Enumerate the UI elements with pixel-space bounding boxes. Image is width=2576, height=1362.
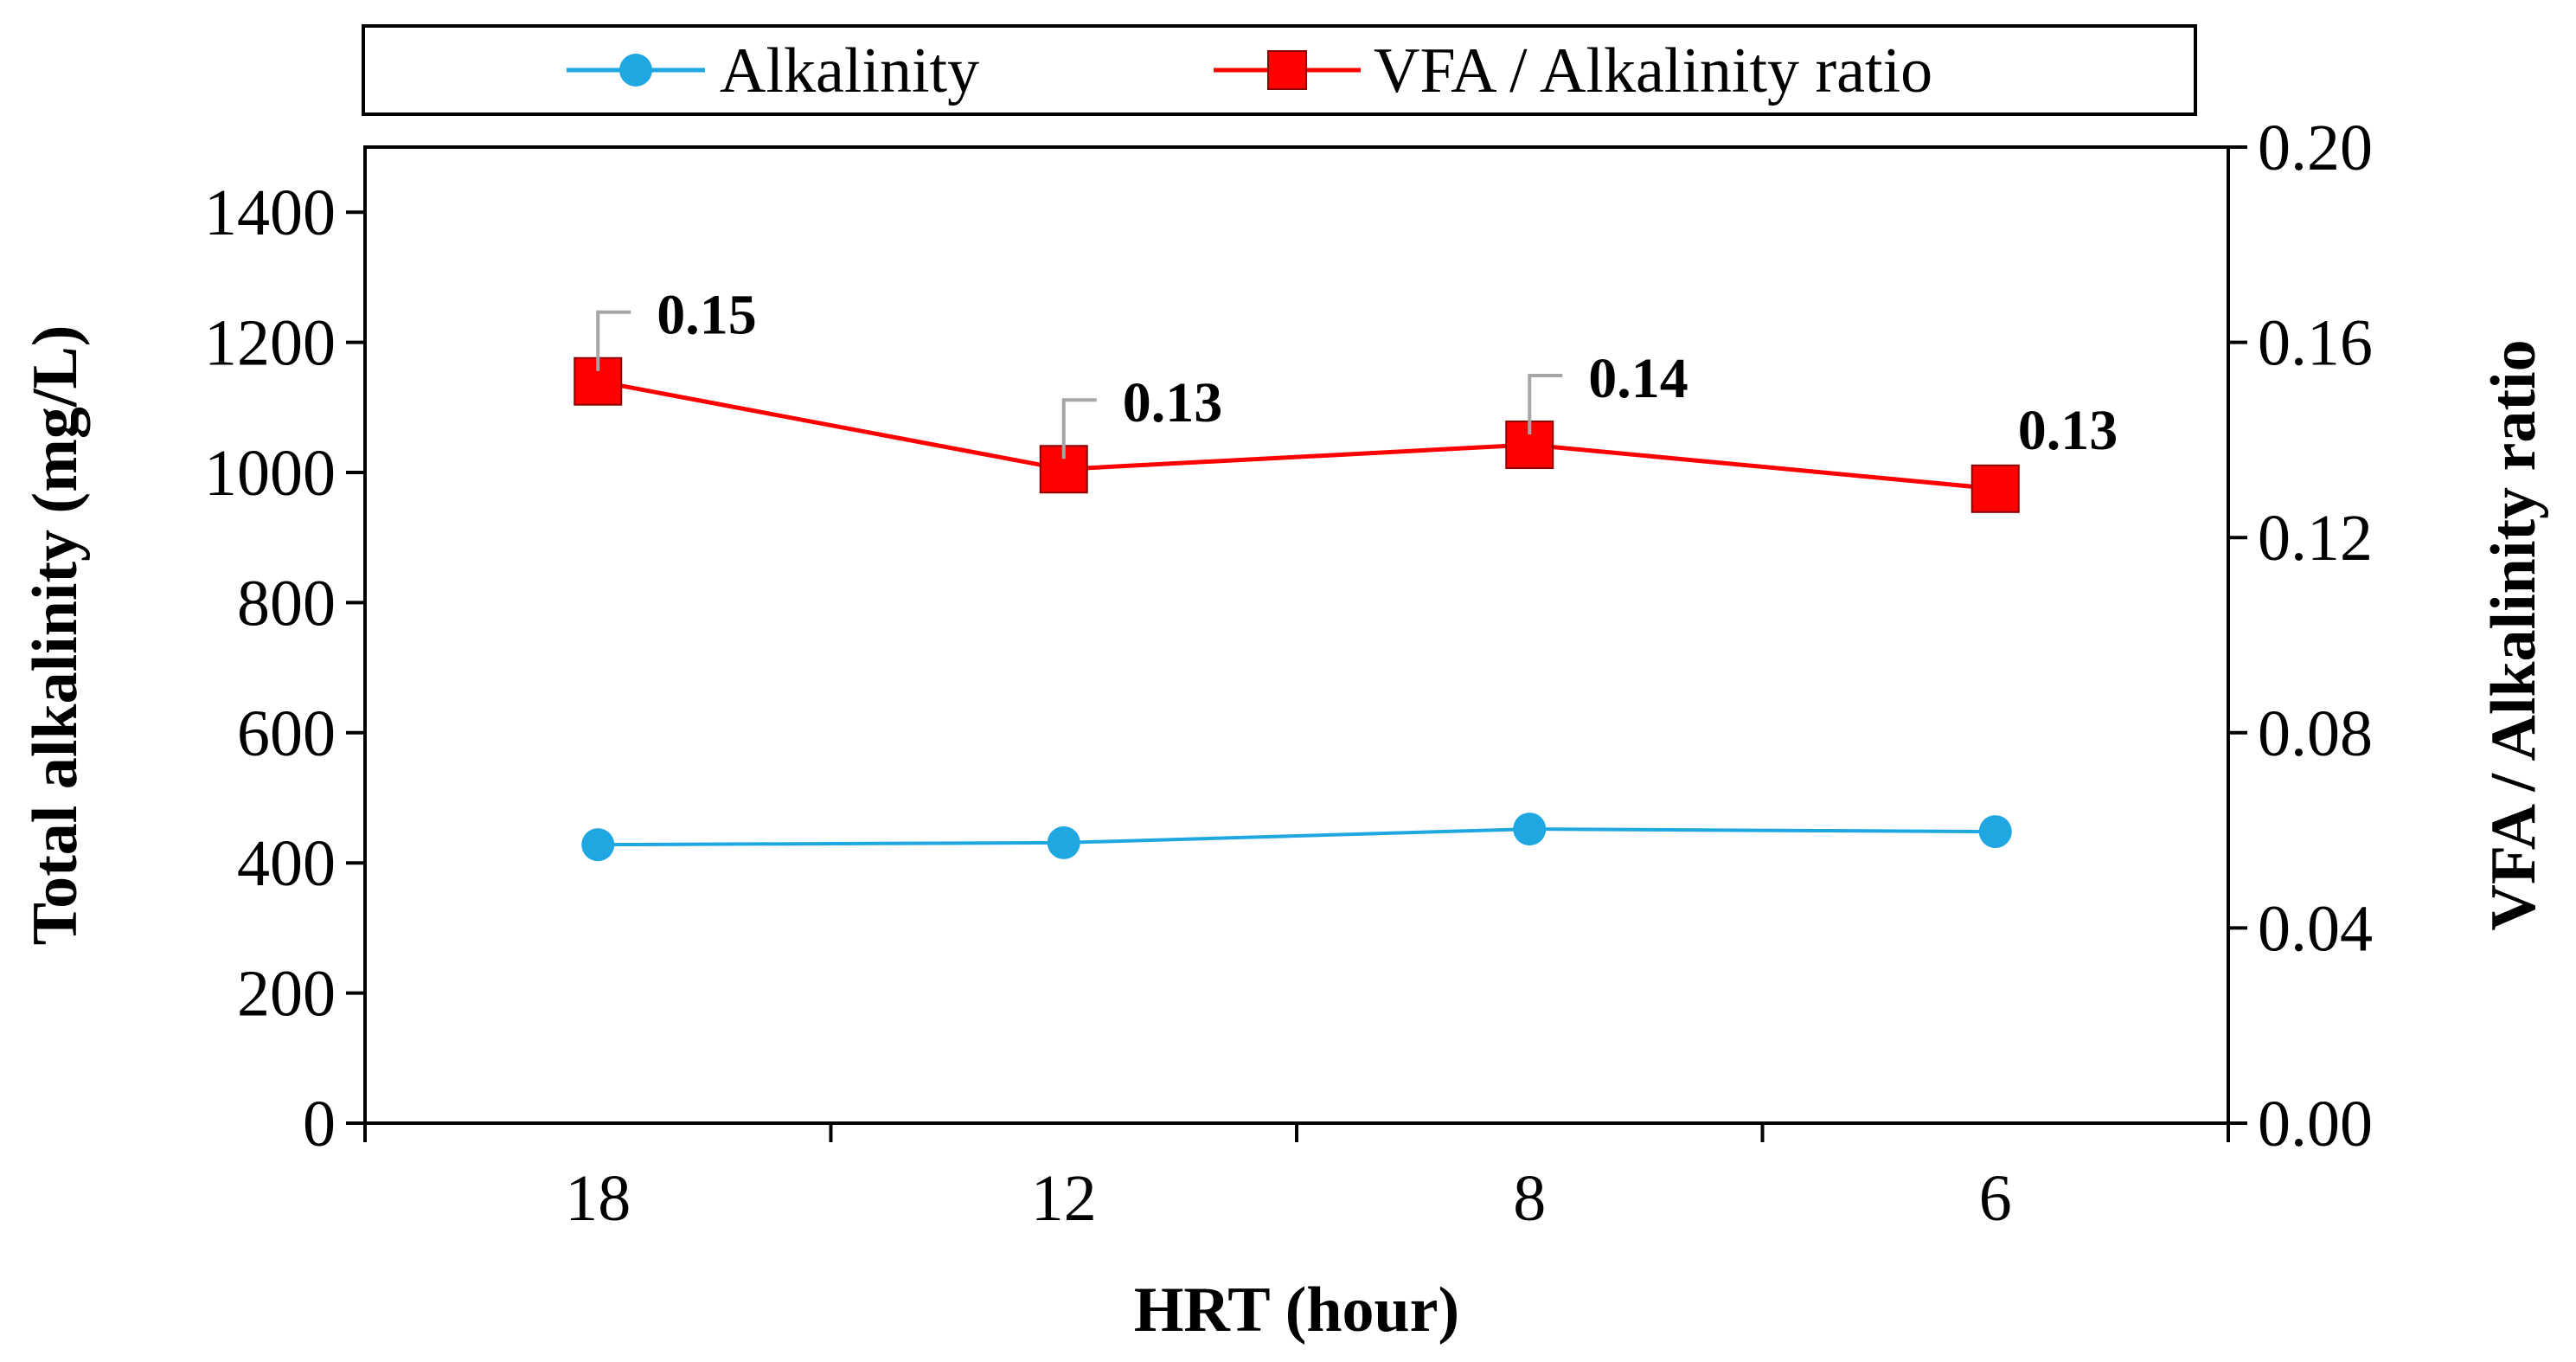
left-axis-title: Total alkalinity (mg/L) [20, 325, 91, 946]
right-axis-tick-label: 0.12 [2258, 502, 2373, 575]
alkalinity-point [1513, 813, 1547, 846]
right-axis-title: VFA / Alkalinity ratio [2478, 339, 2549, 930]
right-axis-ticks: 0.00 0.04 0.08 0.12 0.16 0.20 [2228, 112, 2373, 1160]
left-axis-tick-label: 800 [237, 567, 336, 639]
x-axis-tick-label: 8 [1513, 1162, 1546, 1235]
right-axis-tick-label: 0.16 [2258, 307, 2373, 380]
legend: Alkalinity VFA / Alkalinity ratio [362, 24, 2197, 116]
legend-ratio-label: VFA / Alkalinity ratio [1374, 35, 1932, 106]
left-axis-ticks: 0 200 400 600 800 1000 1200 1400 [204, 177, 365, 1160]
right-axis-tick-label: 0.20 [2258, 112, 2373, 184]
left-axis-tick-label: 1200 [204, 307, 336, 380]
ratio-line [597, 379, 1996, 491]
ratio-data-label-leader [1528, 374, 1563, 435]
left-axis-tick-label: 1400 [204, 177, 336, 249]
right-axis-tick-label: 0.08 [2258, 697, 2373, 770]
ratio-point [1970, 464, 2020, 513]
ratio-data-label-leader [596, 310, 631, 371]
left-axis-tick-label: 200 [237, 958, 336, 1031]
x-axis-tick-label: 18 [565, 1162, 631, 1235]
ratio-data-label-leader [1061, 398, 1097, 459]
x-axis-tick-label: 12 [1031, 1162, 1097, 1235]
x-axis-ticks: 18 12 8 6 [363, 1123, 2230, 1235]
legend-alkalinity-marker [619, 54, 652, 87]
legend-ratio-marker [1267, 50, 1307, 90]
alkalinity-line [598, 827, 1996, 847]
plot-area [363, 145, 2230, 1125]
alkalinity-point [1978, 815, 2012, 849]
ratio-data-label: 0.15 [657, 284, 757, 347]
alkalinity-series [581, 813, 2012, 862]
left-axis-tick-label: 400 [237, 827, 336, 900]
left-axis-tick-label: 600 [237, 697, 336, 770]
alkalinity-point [1047, 826, 1080, 859]
legend-alkalinity-label: Alkalinity [720, 35, 979, 106]
ratio-series: 0.15 0.13 0.14 0.13 [574, 284, 2118, 513]
x-axis-tick-label: 6 [1979, 1162, 2012, 1235]
ratio-data-label: 0.13 [1123, 371, 1223, 434]
ratio-data-label: 0.14 [1588, 347, 1688, 410]
right-axis-tick-label: 0.04 [2258, 892, 2373, 965]
x-axis-title: HRT (hour) [1134, 1275, 1459, 1346]
alkalinity-point [581, 828, 615, 862]
left-axis-tick-label: 0 [303, 1088, 336, 1160]
ratio-data-label: 0.13 [2018, 399, 2118, 462]
right-axis-tick-label: 0.00 [2258, 1088, 2373, 1160]
left-axis-tick-label: 1000 [204, 437, 336, 510]
